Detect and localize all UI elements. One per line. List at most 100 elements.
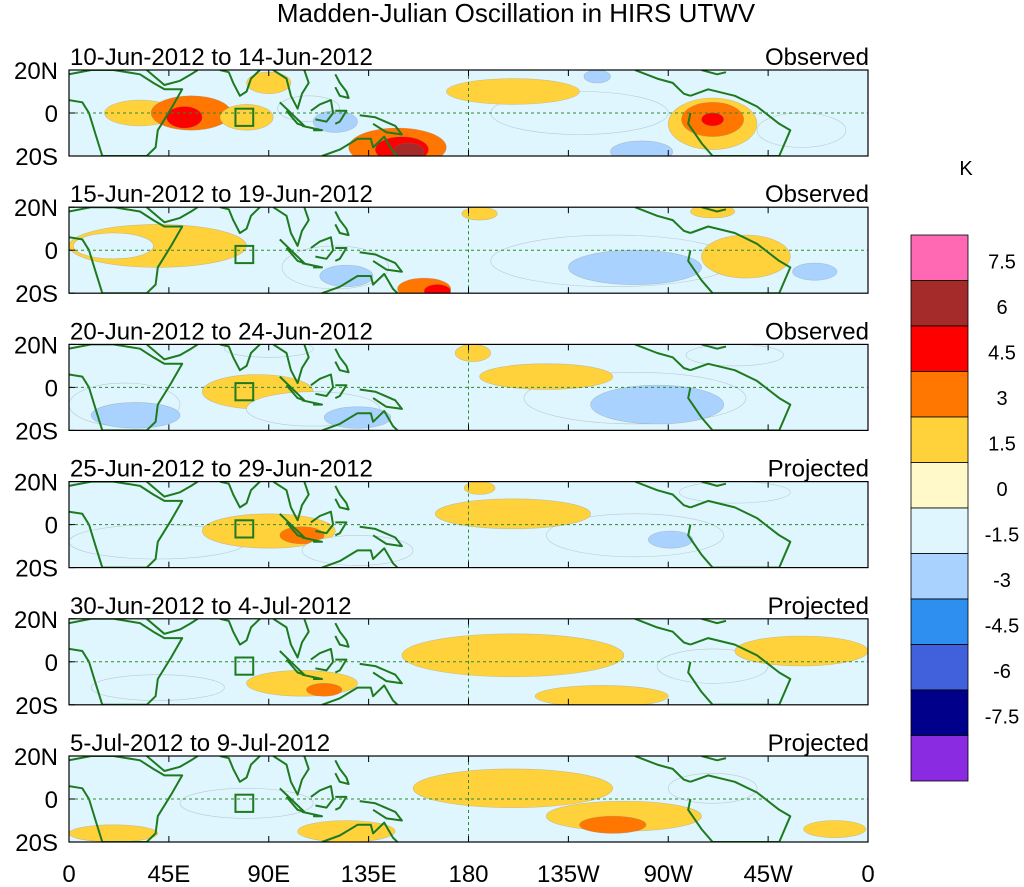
anomaly-blob xyxy=(90,402,181,429)
coastline xyxy=(359,251,403,273)
anomaly-blob xyxy=(610,140,673,156)
anomaly-blob xyxy=(701,234,791,279)
x-tick-label: 45E xyxy=(148,861,191,887)
anomaly-blob xyxy=(392,142,425,156)
y-tick-label: 0 xyxy=(45,650,58,677)
coastline xyxy=(146,481,199,498)
coastline xyxy=(310,99,335,123)
reference-box xyxy=(234,382,255,402)
anomaly-blob xyxy=(679,481,791,504)
panel-status: Observed xyxy=(765,44,869,71)
coastline xyxy=(301,536,323,543)
anomaly-blob xyxy=(756,112,847,148)
y-tick-label: 20N xyxy=(14,744,58,771)
anomaly-blob xyxy=(423,284,451,294)
coastline xyxy=(634,481,691,509)
anomaly-blob xyxy=(446,78,580,105)
anomaly-blob xyxy=(219,104,274,131)
anomaly-blob xyxy=(792,262,838,281)
coastline xyxy=(146,70,199,86)
coastline xyxy=(687,499,792,568)
y-tick-label: 20S xyxy=(15,693,58,720)
colorbar-swatch xyxy=(910,689,969,736)
anomaly-blob xyxy=(306,682,343,697)
coastline xyxy=(334,485,350,511)
anomaly-blob xyxy=(803,820,867,839)
coastline xyxy=(301,124,323,132)
coastline xyxy=(272,207,310,247)
anomaly-blob xyxy=(568,249,702,285)
coastline xyxy=(701,344,727,350)
x-tick-label: 0 xyxy=(861,861,874,887)
coastline xyxy=(310,236,335,260)
colorbar-label: 3 xyxy=(996,388,1007,410)
y-tick-label: 0 xyxy=(45,787,58,814)
colorbar-label: -3 xyxy=(993,570,1011,592)
coastline xyxy=(301,262,323,269)
coastline xyxy=(146,344,199,361)
coastline xyxy=(334,384,348,400)
colorbar-label: 4.5 xyxy=(988,343,1016,365)
coastline xyxy=(219,618,261,646)
x-tick-label: 135W xyxy=(537,861,600,887)
anomaly-blob xyxy=(734,635,868,667)
x-tick-label: 90E xyxy=(247,861,290,887)
reference-box xyxy=(234,244,255,265)
coastline xyxy=(334,348,350,374)
colorbar-label: 6 xyxy=(996,297,1007,319)
colorbar-label: 0 xyxy=(996,479,1007,501)
coastline xyxy=(69,207,184,294)
colorbar-label: 1.5 xyxy=(988,434,1016,456)
coastline xyxy=(310,510,335,535)
y-tick-label: 20S xyxy=(15,830,58,857)
anomaly-blob xyxy=(224,344,314,358)
coastline xyxy=(69,481,184,568)
panel-period: 25-Jun-2012 to 29-Jun-2012 xyxy=(70,456,373,483)
coastline xyxy=(310,373,335,397)
anomaly-blob xyxy=(90,674,225,701)
panel-status: Projected xyxy=(768,456,869,483)
panel-4: 20N 0 20S 25-Jun-2012 to 29-Jun-2012 Project… xyxy=(14,456,869,583)
coastline xyxy=(219,481,261,509)
coastline xyxy=(69,344,184,431)
panel-period: 15-Jun-2012 to 19-Jun-2012 xyxy=(70,181,373,208)
y-tick-label: 20S xyxy=(15,418,58,445)
coastline xyxy=(687,225,792,294)
anomaly-blob xyxy=(579,815,647,834)
anomaly-blob xyxy=(69,824,159,842)
anomaly-blob xyxy=(319,264,374,288)
coastline xyxy=(272,618,310,659)
anomaly-blob xyxy=(583,70,611,84)
y-tick-label: 20S xyxy=(15,281,58,308)
coastline xyxy=(634,756,691,783)
y-tick-label: 0 xyxy=(45,375,58,402)
coastline xyxy=(334,211,350,237)
x-tick-label: 135E xyxy=(341,861,397,887)
coastline xyxy=(321,547,399,568)
panel-6: 20N 0 20S 5-Jul-2012 to 9-Jul-2012 Projected xyxy=(14,730,869,857)
coastline xyxy=(146,207,199,224)
y-tick-label: 0 xyxy=(45,513,58,540)
anomaly-blob xyxy=(463,481,496,495)
coastline xyxy=(301,810,323,818)
coastline xyxy=(272,344,310,385)
panel-period: 30-Jun-2012 to 4-Jul-2012 xyxy=(70,593,352,620)
y-tick-label: 20S xyxy=(15,144,58,171)
panel-status: Projected xyxy=(768,730,869,757)
anomaly-blob xyxy=(656,648,769,684)
coastline xyxy=(359,800,403,822)
panel-period: 20-Jun-2012 to 24-Jun-2012 xyxy=(70,318,373,345)
coastline xyxy=(359,388,403,410)
coastline xyxy=(310,785,335,809)
colorbar-swatch xyxy=(910,325,969,372)
colorbar-label: -1.5 xyxy=(985,525,1019,547)
x-axis: 0 45E 90E 135E 180 135W 90W 45W 0 xyxy=(62,861,874,887)
coastline xyxy=(321,135,399,156)
y-tick-label: 20N xyxy=(14,607,58,634)
panel-5: 20N 0 20S 30-Jun-2012 to 4-Jul-2012 Projecte… xyxy=(14,593,869,720)
x-tick-label: 180 xyxy=(448,861,488,887)
y-tick-label: 20N xyxy=(14,195,58,222)
colorbar: K 7.5 6 4.5 3 1.5 0 -1.5 -3 -4.5 -6 -7.5 xyxy=(910,158,1019,782)
coastline xyxy=(272,756,310,796)
panel-period: 10-Jun-2012 to 14-Jun-2012 xyxy=(70,44,373,71)
